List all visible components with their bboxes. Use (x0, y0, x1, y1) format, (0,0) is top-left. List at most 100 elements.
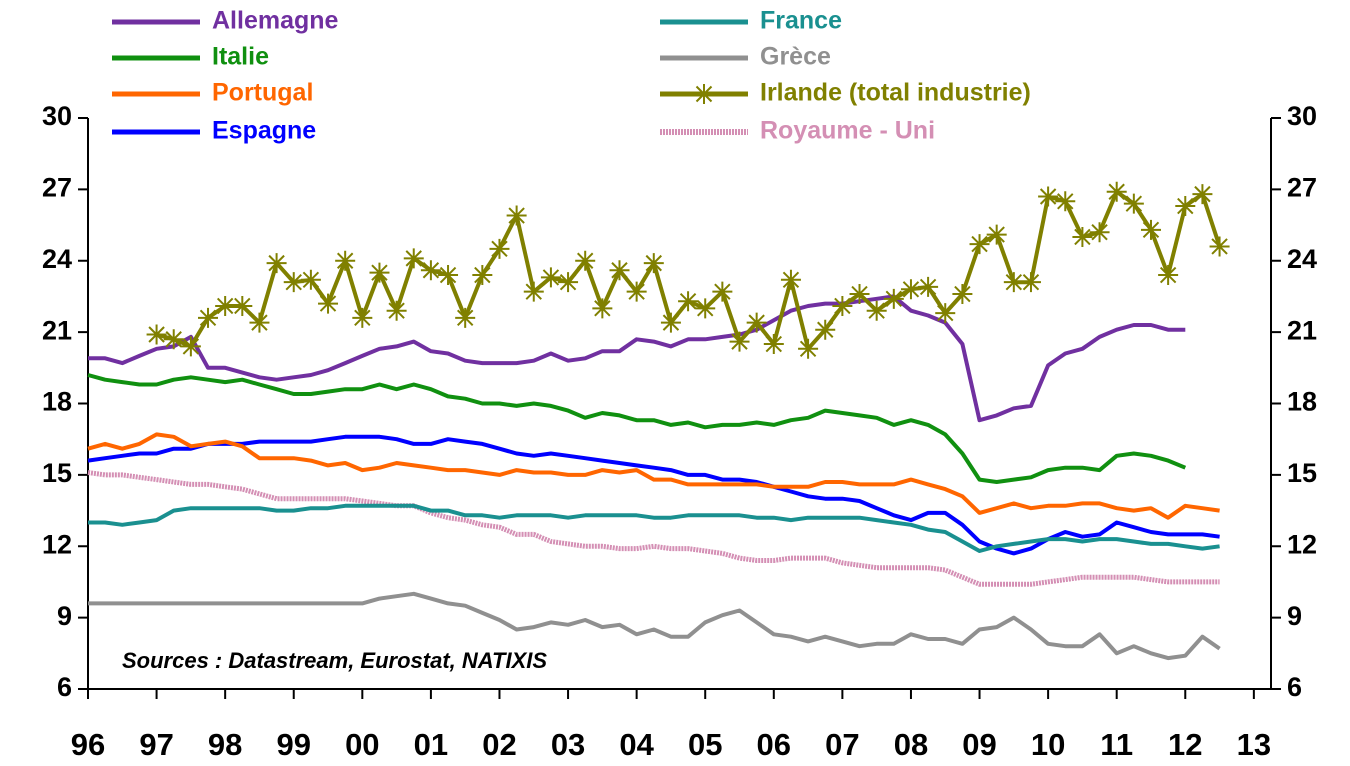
series-marker (1020, 272, 1041, 293)
series-marker (592, 298, 613, 319)
y2-tick-label: 30 (1287, 101, 1317, 131)
legend-label: Portugal (212, 79, 313, 107)
x-tick-label: 08 (894, 727, 928, 762)
x-tick-label: 09 (962, 727, 996, 762)
series-marker (986, 224, 1007, 245)
y2-tick-label: 15 (1287, 458, 1317, 488)
series-line (88, 503, 1220, 553)
legend-marker (694, 84, 714, 104)
series-marker (558, 272, 579, 293)
series-line (87, 434, 1220, 556)
series-marker (1175, 196, 1196, 217)
legend-label: Grèce (760, 43, 831, 71)
series-marker (386, 300, 407, 321)
series-marker (506, 205, 527, 226)
series-marker (729, 331, 750, 352)
series-marker (832, 295, 853, 316)
series-marker (1106, 181, 1127, 202)
series-marker (266, 253, 287, 274)
series-line (88, 591, 1221, 661)
series-marker (540, 267, 561, 288)
series-marker (489, 238, 510, 259)
legend-label: Italie (212, 43, 269, 71)
y-tick-label: 15 (42, 458, 72, 488)
series-marker (283, 272, 304, 293)
series-marker (335, 250, 356, 271)
series-marker (1123, 193, 1144, 214)
series-marker (438, 265, 459, 286)
series-marker (198, 307, 219, 328)
series-marker (660, 312, 681, 333)
series-marker (849, 284, 870, 305)
series-marker (952, 284, 973, 305)
series-marker (609, 260, 630, 281)
y-tick-label: 9 (57, 601, 72, 631)
x-tick-label: 07 (825, 727, 859, 762)
x-tick-label: 02 (482, 727, 516, 762)
series-marker (746, 312, 767, 333)
series-marker (918, 276, 939, 297)
x-tick-label: 03 (551, 727, 585, 762)
y-tick-label: 6 (57, 672, 72, 702)
series-marker (318, 293, 339, 314)
x-tick-label: 11 (1100, 727, 1133, 762)
series-marker (523, 281, 544, 302)
series-marker (866, 300, 887, 321)
series-marker (1140, 219, 1161, 240)
series-marker (352, 307, 373, 328)
series-marker (455, 307, 476, 328)
series-marker (403, 248, 424, 269)
series-marker (935, 303, 956, 324)
series-marker (575, 250, 596, 271)
x-tick-label: 06 (757, 727, 791, 762)
series-marker (1055, 191, 1076, 212)
y-tick-label: 21 (42, 315, 72, 345)
series-marker (643, 253, 664, 274)
series-marker (146, 324, 167, 345)
x-tick-label: 99 (276, 727, 310, 762)
source-note: Sources : Datastream, Eurostat, NATIXIS (122, 648, 547, 673)
series-marker (763, 334, 784, 355)
series-marker (369, 262, 390, 283)
series-marker (1072, 226, 1093, 247)
series-marker (1038, 186, 1059, 207)
legend-label: Royaume - Uni (760, 117, 935, 145)
series-line (87, 470, 1220, 587)
series-marker (900, 279, 921, 300)
series-marker (180, 336, 201, 357)
series-marker (815, 319, 836, 340)
series-line (87, 373, 1187, 484)
y-tick-label: 24 (42, 244, 72, 274)
series-marker (163, 329, 184, 350)
legend-label: Espagne (212, 117, 316, 145)
y2-tick-label: 18 (1287, 387, 1317, 417)
legend-label: France (760, 7, 842, 35)
series-marker (780, 269, 801, 290)
y2-tick-label: 21 (1287, 315, 1317, 345)
series-line (156, 189, 1222, 351)
series-marker (1089, 222, 1110, 243)
y2-tick-label: 6 (1287, 672, 1302, 702)
legend-label: Allemagne (212, 7, 339, 35)
series-marker (1158, 265, 1179, 286)
series-marker (695, 298, 716, 319)
x-tick-label: 97 (139, 727, 173, 762)
x-tick-label: 04 (619, 727, 654, 762)
y-tick-label: 30 (42, 101, 72, 131)
y2-tick-label: 12 (1287, 529, 1317, 559)
series-marker (472, 265, 493, 286)
series-line (88, 294, 1186, 423)
y2-tick-label: 27 (1287, 173, 1317, 203)
series-marker (249, 312, 270, 333)
series-marker (420, 260, 441, 281)
y2-tick-label: 24 (1287, 244, 1317, 274)
x-tick-label: 96 (71, 727, 105, 762)
series-marker (678, 291, 699, 312)
series-marker (215, 295, 236, 316)
x-tick-label: 13 (1237, 727, 1271, 762)
series-marker (798, 338, 819, 359)
x-tick-label: 98 (208, 727, 242, 762)
legend-label: Irlande (total industrie) (760, 79, 1031, 107)
x-tick-label: 05 (688, 727, 722, 762)
